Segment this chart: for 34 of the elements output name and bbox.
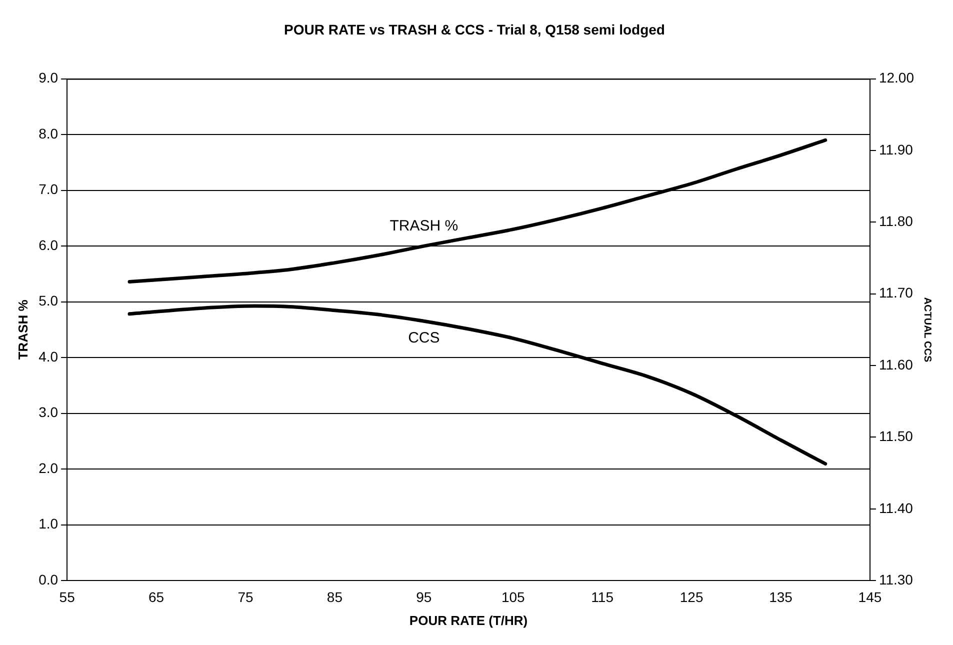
y2-tick-label: 11.90 [878, 141, 914, 158]
y-axis-title: TRASH % [15, 299, 30, 360]
y-tick-label: 8.0 [38, 125, 58, 142]
y-tick-label: 2.0 [38, 460, 58, 476]
y2-tick-label: 12.00 [878, 70, 914, 86]
x-tick-label: 105 [501, 588, 526, 605]
x-tick-label: 55 [59, 588, 76, 605]
x-tick-label: 125 [680, 588, 704, 605]
y2-axis-title: ACTUAL CCS [921, 297, 932, 362]
series-label: CCS [408, 330, 440, 347]
y-tick-label: 9.0 [38, 70, 58, 86]
y-tick-label: 7.0 [38, 181, 58, 198]
y-tick-label: 5.0 [38, 292, 58, 309]
x-axis-title: POUR RATE (T/HR) [409, 612, 528, 628]
y-tick-label: 1.0 [38, 516, 58, 532]
chart-title: POUR RATE vs TRASH & CCS - Trial 8, Q158 semi lodged [284, 21, 665, 38]
y-tick-label: 3.0 [38, 404, 58, 420]
y-tick-label: 0.0 [38, 571, 58, 588]
y2-tick-label: 11.80 [878, 213, 914, 230]
x-tick-label: 135 [769, 588, 793, 605]
y2-tick-label: 11.60 [878, 356, 914, 372]
x-tick-label: 65 [148, 588, 164, 605]
x-tick-label: 145 [858, 588, 882, 605]
x-tick-label: 75 [238, 588, 254, 605]
series-label: TRASH % [390, 218, 458, 235]
y-tick-label: 6.0 [38, 236, 58, 253]
y2-tick-label: 11.50 [878, 428, 914, 444]
x-tick-label: 85 [326, 588, 343, 605]
x-tick-label: 95 [416, 588, 432, 605]
y2-tick-label: 11.70 [878, 284, 914, 301]
y2-tick-label: 11.30 [878, 571, 914, 588]
y-tick-label: 4.0 [38, 348, 58, 364]
y2-tick-label: 11.40 [878, 500, 914, 516]
x-tick-label: 115 [591, 588, 614, 605]
